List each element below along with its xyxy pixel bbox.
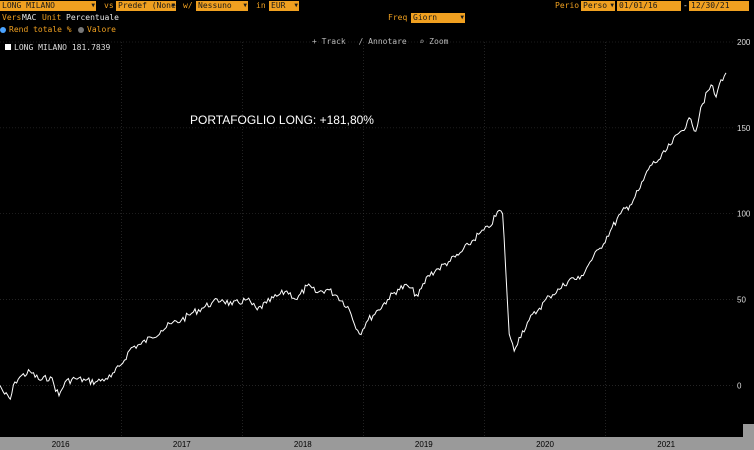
legend-label: LONG MILANO <box>14 43 67 52</box>
period-value: Perso <box>583 1 608 10</box>
compare-value: Predef (None) <box>118 1 176 10</box>
x-tick-label: 2020 <box>536 440 554 449</box>
series-line <box>0 72 727 401</box>
chart-annotation: PORTAFOGLIO LONG: +181,80% <box>190 113 374 127</box>
y-tick-label: 0 <box>737 381 742 390</box>
radio-unselected-icon <box>78 27 84 33</box>
x-tick-label: 2019 <box>415 440 433 449</box>
y-tick-label: 100 <box>737 210 751 219</box>
vers-label[interactable]: Vers <box>2 13 22 22</box>
freq-field[interactable]: Giorn ▼ <box>411 13 465 23</box>
in-label: in <box>256 1 266 10</box>
compare-field[interactable]: Predef (None) ▼ <box>116 1 176 11</box>
freq-label: Freq <box>388 13 408 22</box>
chevron-down-icon[interactable]: ▼ <box>243 2 247 9</box>
period-label: Perio <box>555 1 580 10</box>
freq-value: Giorn <box>413 13 438 22</box>
end-date-field[interactable]: 12/30/21 <box>689 1 749 11</box>
unit-label: Unit <box>42 13 62 22</box>
with-value: Nessuno <box>198 1 232 10</box>
chevron-down-icon[interactable]: ▼ <box>610 2 614 9</box>
radio-valore[interactable]: Valore <box>78 25 116 35</box>
y-tick-label: 200 <box>737 38 751 47</box>
scroll-corner[interactable] <box>743 424 754 450</box>
mac-label[interactable]: MAC <box>22 13 37 22</box>
toolbar-row-3 <box>0 24 754 36</box>
security-field[interactable]: LONG MILANO ▼ <box>0 1 96 11</box>
legend-swatch <box>5 44 11 50</box>
radio-rend-totale-label: Rend totale % <box>9 25 72 34</box>
x-axis-band <box>0 437 743 450</box>
chevron-down-icon[interactable]: ▼ <box>294 2 298 9</box>
chevron-down-icon[interactable]: ▼ <box>171 2 175 9</box>
zoom-button[interactable]: ⌕ Zoom <box>419 37 449 46</box>
with-field[interactable]: Nessuno ▼ <box>196 1 248 11</box>
chevron-down-icon[interactable]: ▼ <box>91 2 95 9</box>
y-axis: 0 50 100 150 200 <box>737 38 751 390</box>
radio-valore-label: Valore <box>87 25 116 34</box>
radio-selected-icon <box>0 27 6 33</box>
start-date-field[interactable]: 01/01/16 <box>617 1 681 11</box>
x-tick-label: 2016 <box>52 440 70 449</box>
chevron-down-icon[interactable]: ▼ <box>460 14 464 21</box>
chart-legend: LONG MILANO 181.7839 <box>5 43 110 52</box>
toolbar-row-1: LONG MILANO ▼ vs Predef (None) ▼ w/ Ness… <box>0 0 754 12</box>
currency-field[interactable]: EUR ▼ <box>269 1 299 11</box>
track-button[interactable]: + Track <box>312 37 346 46</box>
chart-grid <box>0 41 733 450</box>
period-field[interactable]: Perso ▼ <box>581 1 615 11</box>
unit-value[interactable]: Percentuale <box>66 13 119 22</box>
start-date-value: 01/01/16 <box>619 1 658 10</box>
x-tick-label: 2021 <box>657 440 675 449</box>
annotate-button[interactable]: ∕ Annotare <box>358 37 407 46</box>
toolbar-row-2: Vers MAC Unit Percentuale Freq Giorn ▼ <box>0 12 754 24</box>
x-tick-label: 2017 <box>173 440 191 449</box>
end-date-value: 12/30/21 <box>691 1 730 10</box>
chart-tools: + Track ∕ Annotare ⌕ Zoom <box>312 37 456 46</box>
y-tick-label: 150 <box>737 124 751 133</box>
security-value: LONG MILANO <box>2 1 55 10</box>
legend-value: 181.7839 <box>71 43 111 52</box>
vs-label: vs <box>104 1 114 10</box>
x-axis: 2016 2017 2018 2019 2020 2021 <box>52 440 676 449</box>
currency-value: EUR <box>271 1 286 10</box>
x-tick-label: 2018 <box>294 440 312 449</box>
y-tick-label: 50 <box>737 296 746 305</box>
price-chart[interactable]: 0 50 100 150 200 2016 2017 2018 2019 2020 2021 PO… <box>0 36 754 450</box>
with-label: w/ <box>183 1 193 10</box>
date-separator: - <box>683 1 688 10</box>
radio-rend-totale[interactable]: Rend totale % <box>0 25 72 35</box>
